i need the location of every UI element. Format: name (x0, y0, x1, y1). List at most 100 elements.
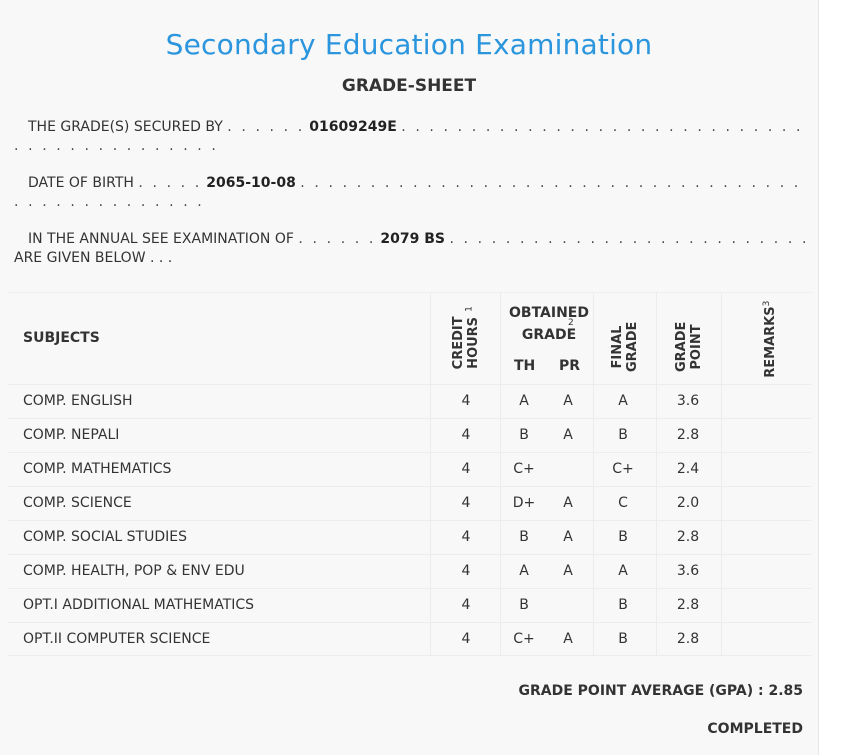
theory-grade-cell: C+ (513, 461, 535, 477)
credit-hours-label: CREDIT HOURS (451, 316, 481, 370)
grade-point-cell: 3.6 (676, 393, 700, 409)
final-grade-cell: A (618, 563, 628, 579)
final-grade-cell: A (618, 393, 628, 409)
header-remarks: REMARKS3 (760, 294, 778, 384)
gpa-summary: GRADE POINT AVERAGE (GPA) : 2.85 (518, 683, 804, 699)
final-grade-cell: B (618, 529, 628, 545)
grade-point-cell: 2.8 (676, 631, 700, 647)
credit-hours-cell: 4 (461, 393, 471, 409)
credit-hours-cell: 4 (461, 461, 471, 477)
subject-cell: OPT.I ADDITIONAL MATHEMATICS (23, 597, 255, 613)
secured-by-label: THE GRADE(S) SECURED BY (28, 119, 223, 135)
theory-grade-cell: D+ (512, 495, 536, 511)
exam-year: 2079 BS (380, 231, 445, 247)
header-credit-hours: CREDIT HOURS 1 (451, 305, 481, 375)
column-divider (721, 292, 722, 655)
grade-sheet: Secondary Education Examination GRADE-SH… (8, 0, 819, 756)
theory-grade-cell: B (519, 597, 529, 613)
grade-point-cell: 2.8 (676, 597, 700, 613)
table-row: COMP. SOCIAL STUDIES 4 B A B 2.8 (8, 520, 811, 555)
theory-grade-cell: B (519, 427, 529, 443)
dots: . . . . . . . . . . . . . . (14, 194, 205, 210)
grade-point-label: GRADE POINT (674, 321, 704, 372)
status-label: COMPLETED (707, 721, 803, 737)
subject-cell: COMP. MATHEMATICS (23, 461, 172, 477)
subject-cell: COMP. NEPALI (23, 427, 120, 443)
table-row: OPT.I ADDITIONAL MATHEMATICS 4 B B 2.8 (8, 588, 811, 623)
grade-point-cell: 2.0 (676, 495, 700, 511)
final-grade-cell: B (618, 597, 628, 613)
header-obtained-grade: OBTAINED GRADE (509, 302, 589, 346)
final-grade-cell: B (618, 631, 628, 647)
practical-grade-cell: A (563, 427, 573, 443)
practical-grade-cell: A (563, 495, 573, 511)
theory-grade-cell: A (519, 563, 529, 579)
given-below-line: ARE GIVEN BELOW . . . (14, 250, 173, 266)
symbol-number: 01609249E (309, 119, 397, 135)
credit-hours-cell: 4 (461, 427, 471, 443)
summary-section (8, 655, 811, 756)
subject-cell: COMP. SOCIAL STUDIES (23, 529, 188, 545)
column-divider (430, 292, 431, 655)
credit-hours-cell: 4 (461, 631, 471, 647)
remarks-footnote: 3 (761, 300, 772, 307)
final-grade-label: FINAL GRADE (610, 321, 640, 372)
credit-hours-footnote: 1 (464, 306, 475, 312)
table-header (8, 292, 811, 385)
subject-cell: COMP. ENGLISH (23, 393, 133, 409)
subject-cell: COMP. HEALTH, POP & ENV EDU (23, 563, 245, 579)
secured-by-line: THE GRADE(S) SECURED BY . . . . . . 0160… (14, 117, 809, 137)
final-grade-cell: C+ (612, 461, 634, 477)
credit-hours-cell: 4 (461, 597, 471, 613)
remarks-label: REMARKS (763, 306, 779, 378)
secured-by-wrap: . . . . . . . . . . . . . . . (14, 136, 809, 156)
table-row: COMP. SCIENCE 4 D+ A C 2.0 (8, 486, 811, 521)
dots: . . . . . (138, 175, 202, 191)
obtained-grade-footnote: 2 (568, 318, 574, 328)
dots: . . . . . . . . . . . . . . . (14, 138, 219, 154)
dob-line: DATE OF BIRTH . . . . . 2065-10-08 . . .… (14, 173, 809, 193)
date-of-birth: 2065-10-08 (206, 175, 296, 191)
column-divider (593, 292, 594, 655)
header-subjects: SUBJECTS (23, 330, 100, 346)
credit-hours-cell: 4 (461, 563, 471, 579)
dots: . . . . . . . . . . . . . . . . . . . . … (449, 231, 809, 247)
theory-grade-cell: A (519, 393, 529, 409)
dob-label: DATE OF BIRTH (28, 175, 134, 191)
grade-point-cell: 2.8 (676, 427, 700, 443)
grade-point-cell: 3.6 (676, 563, 700, 579)
header-pr: PR (559, 358, 581, 374)
table-row: COMP. MATHEMATICS 4 C+ C+ 2.4 (8, 452, 811, 487)
table-row: COMP. ENGLISH 4 A A A 3.6 (8, 384, 811, 419)
column-divider (500, 292, 501, 655)
header-th: TH (514, 358, 536, 374)
page-subtitle: GRADE-SHEET (341, 76, 477, 96)
final-grade-cell: C (618, 495, 628, 511)
obtained-grade-label: OBTAINED GRADE (509, 305, 589, 343)
page-title: Secondary Education Examination (165, 28, 653, 61)
credit-hours-cell: 4 (461, 529, 471, 545)
table-row: OPT.II COMPUTER SCIENCE 4 C+ A B 2.8 (8, 622, 811, 657)
practical-grade-cell: A (563, 529, 573, 545)
grade-point-cell: 2.4 (676, 461, 700, 477)
final-grade-cell: B (618, 427, 628, 443)
exam-label: IN THE ANNUAL SEE EXAMINATION OF (28, 231, 294, 247)
subject-cell: OPT.II COMPUTER SCIENCE (23, 631, 211, 647)
dots: . . . . . . . . . . . . . . . . . . . . … (401, 119, 809, 135)
grade-point-cell: 2.8 (676, 529, 700, 545)
credit-hours-cell: 4 (461, 495, 471, 511)
theory-grade-cell: C+ (513, 631, 535, 647)
header-grade-point: GRADE POINT (674, 316, 704, 378)
theory-grade-cell: B (519, 529, 529, 545)
practical-grade-cell: A (563, 563, 573, 579)
practical-grade-cell: A (563, 393, 573, 409)
subject-cell: COMP. SCIENCE (23, 495, 132, 511)
practical-grade-cell: A (563, 631, 573, 647)
table-row: COMP. NEPALI 4 B A B 2.8 (8, 418, 811, 453)
table-row: COMP. HEALTH, POP & ENV EDU 4 A A A 3.6 (8, 554, 811, 589)
dots: . . . . . . (227, 119, 305, 135)
exam-line: IN THE ANNUAL SEE EXAMINATION OF . . . .… (14, 229, 809, 249)
dob-wrap: . . . . . . . . . . . . . . (14, 192, 809, 212)
dots: . . . . . . (298, 231, 376, 247)
header-final-grade: FINAL GRADE (610, 316, 640, 378)
